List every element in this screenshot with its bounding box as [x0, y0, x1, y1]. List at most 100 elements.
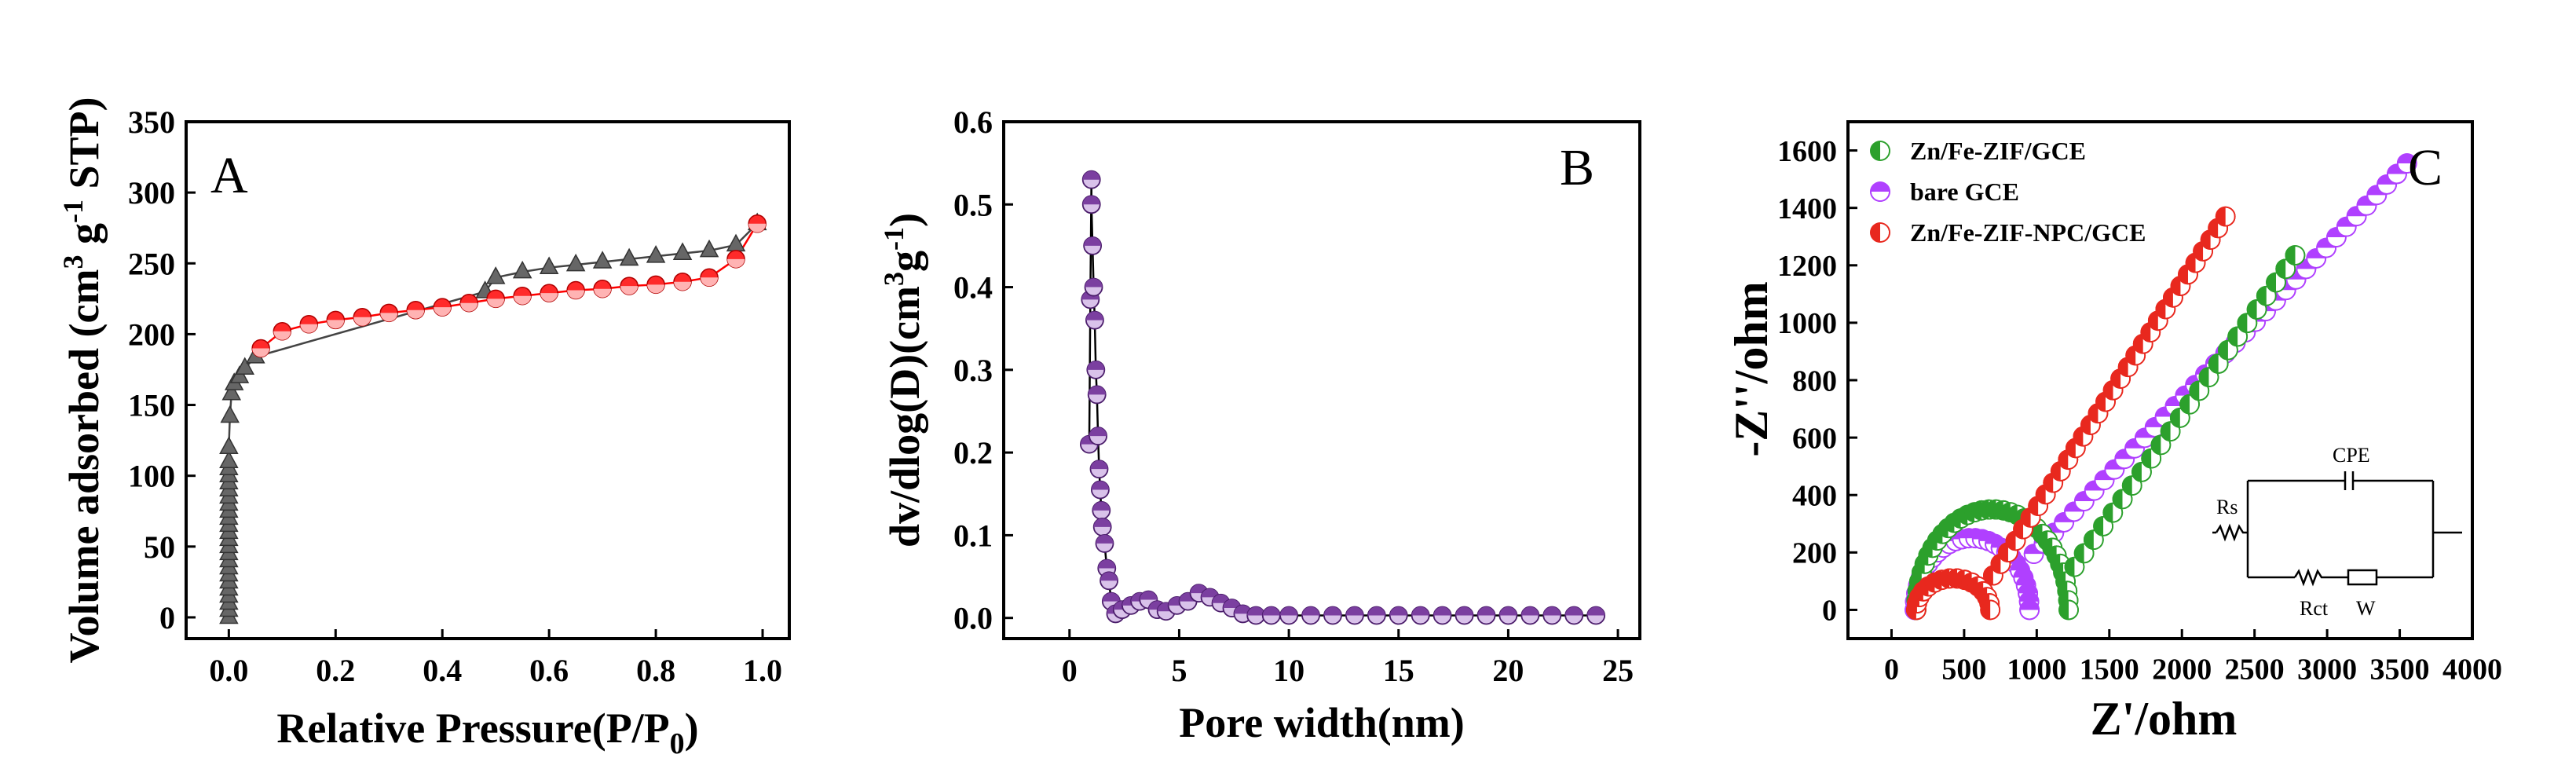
- pore-distribution-point: [1087, 385, 1107, 405]
- pore-distribution-point: [1092, 517, 1112, 536]
- pore-distribution-point: [1084, 277, 1103, 297]
- legend-marker-icon: [1870, 181, 1890, 202]
- panel-b-plot-frame: [1002, 120, 1641, 640]
- panel-c-x-axis-title: Z'/ohm: [2091, 693, 2238, 745]
- warburg-element-icon: [2347, 569, 2378, 586]
- panel-a-y-tick-label: 0: [159, 600, 175, 635]
- panel-b-y-tick-label: 0.1: [953, 518, 993, 553]
- pore-distribution-point: [1089, 460, 1109, 479]
- desorption-point: [459, 294, 478, 313]
- panel-a-x-ticks: 0.0 0.2 0.4 0.6 0.8 1.0: [209, 629, 782, 688]
- legend-label-zn-fe-zif: Zn/Fe-ZIF/GCE: [1910, 137, 2086, 165]
- panel-a-y-axis-title: Volume adsorbed (cm3 g-1 STP): [57, 97, 108, 663]
- desorption-point: [700, 268, 719, 287]
- panel-b-y-tick-label: 0.4: [953, 270, 993, 306]
- pore-distribution-point: [1081, 170, 1101, 189]
- pore-distribution-point: [1085, 310, 1104, 330]
- pore-distribution-point: [1367, 606, 1386, 625]
- desorption-point: [326, 310, 346, 330]
- pore-distribution-point: [1542, 606, 1562, 625]
- pore-distribution-point: [1301, 606, 1320, 625]
- adsorption-point: [220, 405, 240, 423]
- pore-distribution-point: [1476, 606, 1496, 625]
- panel-c-x-tick-label: 4000: [2442, 653, 2502, 686]
- panel-c-y-tick-label: 1400: [1777, 192, 1837, 225]
- panel-a-y-tick-label: 100: [128, 459, 175, 494]
- desorption-point: [433, 298, 452, 317]
- panel-c-y-tick-label: 1600: [1777, 135, 1837, 168]
- legend-label-zn-fe-zif-npc: Zn/Fe-ZIF-NPC/GCE: [1910, 218, 2146, 247]
- equivalent-circuit-inset: [2212, 471, 2462, 587]
- panel-b-x-tick-label: 5: [1171, 653, 1187, 688]
- adsorption-point: [672, 242, 693, 260]
- adsorption-point: [592, 251, 613, 269]
- circuit-label-cpe: CPE: [2333, 444, 2370, 467]
- panel-c-x-tick-label: 3000: [2297, 653, 2357, 686]
- panel-b-y-tick-label: 0.0: [953, 601, 993, 636]
- circuit-label-rs: Rs: [2216, 496, 2238, 518]
- panel-a-y-tick-label: 300: [128, 175, 175, 211]
- legend-marker-bare-gce: [1870, 181, 1890, 202]
- pore-distribution-point: [1279, 606, 1299, 625]
- panel-c-data: [1905, 153, 2417, 621]
- pore-distribution-point: [1498, 606, 1518, 625]
- desorption-point: [299, 315, 319, 334]
- pore-distribution-point: [1246, 606, 1266, 625]
- pore-distribution-point: [1092, 500, 1111, 520]
- pore-distribution-point: [1564, 606, 1584, 625]
- panel-b-x-ticks: 0 5 10 15 20 25: [1062, 629, 1634, 688]
- panel-b-x-tick-label: 0: [1062, 653, 1078, 688]
- panel-c-x-tick-label: 1500: [2080, 653, 2139, 686]
- cpe-capacitor-icon: [2344, 471, 2355, 490]
- adsorption-point: [512, 260, 532, 279]
- pore-distribution-point: [1100, 571, 1118, 591]
- panel-c-y-tick-label: 0: [1822, 595, 1837, 628]
- pore-distribution-point: [1433, 606, 1452, 625]
- panel-c-y-tick-label: 600: [1792, 422, 1837, 455]
- panel-b-x-tick-label: 20: [1492, 653, 1524, 688]
- desorption-point: [406, 301, 425, 320]
- eis-series-2: [1905, 206, 2236, 621]
- panel-b-letter: B: [1560, 139, 1594, 196]
- eis-point: [2396, 153, 2417, 174]
- desorption-point: [273, 322, 292, 341]
- panel-a-x-axis-title: Relative Pressure(P/P0): [276, 705, 698, 760]
- pore-distribution-point: [1095, 534, 1114, 553]
- panel-c-y-ticks: 0 200 400 600 800 1000 1200 1400 1600: [1777, 135, 1857, 628]
- pore-distribution-point: [1081, 195, 1101, 214]
- desorption-point: [353, 308, 372, 327]
- circuit-label-w: W: [2356, 597, 2376, 620]
- desorption-point: [486, 289, 505, 309]
- legend-marker-zn-fe-zif: [1870, 141, 1890, 161]
- eis-point: [2215, 206, 2236, 227]
- panel-b-y-tick-label: 0.6: [953, 104, 993, 140]
- panel-c-legend: Zn/Fe-ZIF/GCE bare GCE Zn/Fe-ZIF-NPC/GCE: [1870, 137, 2146, 247]
- pore-distribution-point: [1454, 606, 1474, 625]
- panel-b-y-ticks: 0.0 0.1 0.2 0.3 0.4 0.5 0.6: [953, 104, 1013, 636]
- panel-a-y-tick-label: 200: [128, 317, 175, 352]
- adsorption-point: [539, 256, 559, 275]
- panel-a-x-tick-label: 0.4: [423, 653, 462, 688]
- panel-a: 0 50 100 150 200 250 300 350 0.0 0.2 0.4 0.6 0.8 1.0…: [57, 97, 791, 760]
- desorption-point: [748, 214, 767, 233]
- desorption-point: [593, 279, 612, 298]
- panel-a-x-tick-label: 0.2: [316, 653, 355, 688]
- pore-distribution-point: [1090, 480, 1110, 500]
- pore-distribution-point: [1389, 606, 1408, 625]
- adsorption-point: [235, 357, 255, 375]
- pore-distribution-point: [1345, 606, 1364, 625]
- adsorption-point: [565, 253, 586, 272]
- adsorption-point: [221, 382, 242, 401]
- panel-c: 0 200 400 600 800 1000 1200 1400 1600 0 500 1000 15…: [1725, 120, 2502, 745]
- eis-point: [2058, 599, 2079, 621]
- panel-c-x-tick-label: 3500: [2370, 653, 2430, 686]
- panel-a-x-tick-label: 1.0: [743, 653, 782, 688]
- desorption-point: [646, 275, 665, 295]
- eis-point: [2227, 326, 2249, 347]
- eis-point: [2189, 380, 2210, 401]
- panel-a-x-tick-label: 0.8: [636, 653, 675, 688]
- panel-a-plot-frame: [185, 120, 791, 640]
- panel-c-x-tick-label: 500: [1941, 653, 1986, 686]
- panel-c-x-tick-label: 2000: [2152, 653, 2212, 686]
